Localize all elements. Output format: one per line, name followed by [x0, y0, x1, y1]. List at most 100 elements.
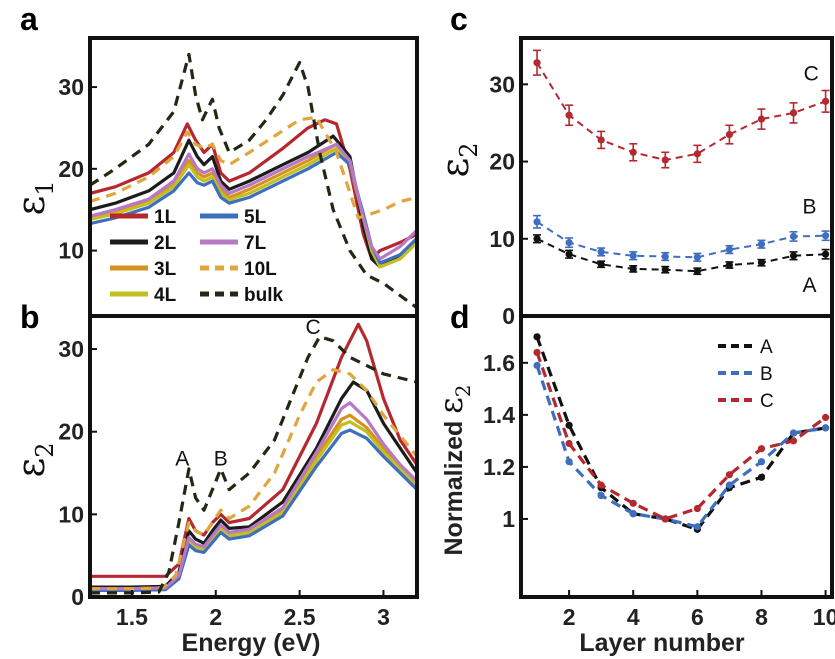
- legend-a-label-10L: 10L: [244, 259, 277, 280]
- panel-a-ylabel: ε1: [9, 181, 59, 216]
- panel-c-point-C: [565, 111, 573, 119]
- panel-d-xlabel: Layer number: [579, 629, 745, 657]
- panel-d-xtick-label: 2: [563, 604, 576, 630]
- panel-c-point-B: [661, 252, 669, 261]
- panel-d-ytick-label: 1.2: [483, 454, 515, 480]
- panel-c-point-B: [629, 252, 637, 260]
- panel-d-point-B: [565, 458, 573, 466]
- panel-c-point-B: [693, 253, 701, 261]
- panel-d-point-B: [597, 491, 605, 500]
- panel-d-point-C: [597, 481, 605, 489]
- panel-b-annotation-C: C: [305, 316, 320, 339]
- panel-a-plot: 10 20 30 1L 5L 2L 7L 3L 10L 4L bulk: [58, 36, 419, 318]
- panel-c-point-B: [597, 248, 605, 256]
- panel-d-point-B: [789, 429, 798, 437]
- legend-d-label-C: C: [760, 391, 774, 412]
- panel-c-point-C: [789, 109, 798, 117]
- panel-c-point-B: [789, 232, 798, 241]
- panel-d-point-B: [693, 523, 701, 531]
- panel-b-annotation-B: B: [214, 448, 228, 471]
- panel-c-ylabel: ε2: [433, 143, 483, 178]
- panel-d-point-A: [757, 473, 766, 481]
- legend-a-label-1L: 1L: [154, 207, 177, 228]
- panel-c-ytick-label: 0: [502, 303, 515, 329]
- legend-a-label-3L: 3L: [154, 259, 177, 280]
- panel-label-d: d: [450, 299, 470, 335]
- panel-d-point-A: [533, 333, 541, 341]
- panel-c-point-A: [597, 260, 605, 268]
- panel-b-xtick-label: 2.5: [284, 604, 316, 630]
- panel-b-ylabel-symbol: ε: [9, 458, 53, 478]
- panel-d-point-B: [629, 510, 637, 518]
- panel-d-ylabel-symbol: ε: [432, 397, 470, 414]
- panel-b-series-group: [90, 322, 417, 595]
- panel-c-point-A: [629, 265, 637, 273]
- panel-c-point-B: [821, 232, 830, 240]
- panel-b-annotation-A: A: [175, 448, 189, 471]
- panel-label-a: a: [20, 1, 38, 37]
- panel-a-series-2L: [90, 134, 417, 269]
- panel-d-ylabel-subscript: 2: [451, 384, 475, 397]
- panel-b-xtick-label: 1.5: [116, 604, 148, 630]
- panel-b-ylabel: ε2: [9, 443, 59, 478]
- legend-d-label-A: A: [760, 337, 773, 358]
- panel-c-frame: [519, 36, 834, 318]
- panel-c-ylabel-subscript: 2: [455, 143, 483, 158]
- panel-d-point-B: [757, 458, 766, 466]
- panel-d-xtick-label: 8: [755, 604, 768, 630]
- panel-b-xlabel: Energy (eV): [182, 629, 321, 657]
- panel-c-plot: 0 10 20 30 A B C: [489, 36, 834, 329]
- panel-d-point-B: [725, 481, 734, 489]
- panel-d-point-C: [629, 499, 637, 507]
- panel-c-point-A: [533, 235, 541, 243]
- legend-a-label-bulk: bulk: [244, 285, 283, 306]
- panel-d-plot: 1 1.2 1.4 1.6 2 4 6 8 10 ABC: [483, 314, 835, 630]
- panel-b-series-7L: [90, 401, 417, 591]
- panel-c-point-B: [533, 218, 541, 226]
- panel-d-series-A: [535, 336, 826, 532]
- panel-d-point-C: [757, 445, 766, 453]
- svg-text:Normalized ε2: Normalized ε2: [432, 384, 475, 555]
- panel-c-series-C: [536, 62, 826, 162]
- panel-d-xtick-label: 10: [813, 604, 835, 630]
- panel-c-point-A: [725, 261, 734, 269]
- panel-c-point-C: [629, 148, 637, 156]
- panel-d-point-C: [565, 439, 573, 448]
- legend-a-label-4L: 4L: [154, 285, 177, 306]
- panel-c-series-B: [536, 220, 826, 259]
- svg-text:ε2: ε2: [9, 443, 59, 478]
- svg-text:ε2: ε2: [433, 143, 483, 178]
- panel-c-point-C: [821, 97, 830, 105]
- panel-d-series-B: [535, 364, 826, 529]
- panel-b-series-1L: [90, 322, 417, 578]
- panel-c-point-C: [533, 59, 541, 67]
- panel-d-ylabel: Normalized ε2: [432, 384, 475, 555]
- panel-c-point-C: [725, 130, 734, 139]
- panel-b-xtick-label: 2: [209, 604, 222, 630]
- panel-d-ytick-label: 1: [502, 506, 515, 532]
- panel-d-point-C: [661, 515, 669, 523]
- panel-c-point-A: [565, 250, 573, 258]
- panel-a-series-bulk: [90, 52, 417, 310]
- panel-d-point-C: [821, 413, 830, 422]
- panel-c-ytick-label: 30: [489, 71, 515, 97]
- panel-d-point-B: [533, 361, 541, 370]
- panel-a-series-7L: [90, 142, 417, 261]
- legend-a-label-5L: 5L: [244, 207, 267, 228]
- panel-b-series-4L: [90, 420, 417, 592]
- panel-c-point-A: [661, 266, 669, 274]
- panel-c-point-A: [821, 250, 830, 258]
- panel-d-frame: [519, 314, 834, 599]
- panel-d-xtick-label: 6: [691, 604, 704, 630]
- panel-c-ytick-label: 20: [489, 149, 515, 175]
- panel-a-ylabel-subscript: 1: [31, 181, 59, 196]
- panel-c-point-C: [661, 156, 669, 164]
- panel-c-point-C: [597, 136, 605, 144]
- panel-d-point-C: [789, 437, 798, 445]
- panel-b-series-2L: [90, 380, 417, 589]
- panel-a-ytick-label: 20: [58, 156, 84, 182]
- panel-c-ylabel-symbol: ε: [433, 158, 477, 178]
- panel-d-point-A: [565, 421, 573, 429]
- legend-a-label-2L: 2L: [154, 233, 177, 254]
- panel-c-point-A: [757, 259, 766, 267]
